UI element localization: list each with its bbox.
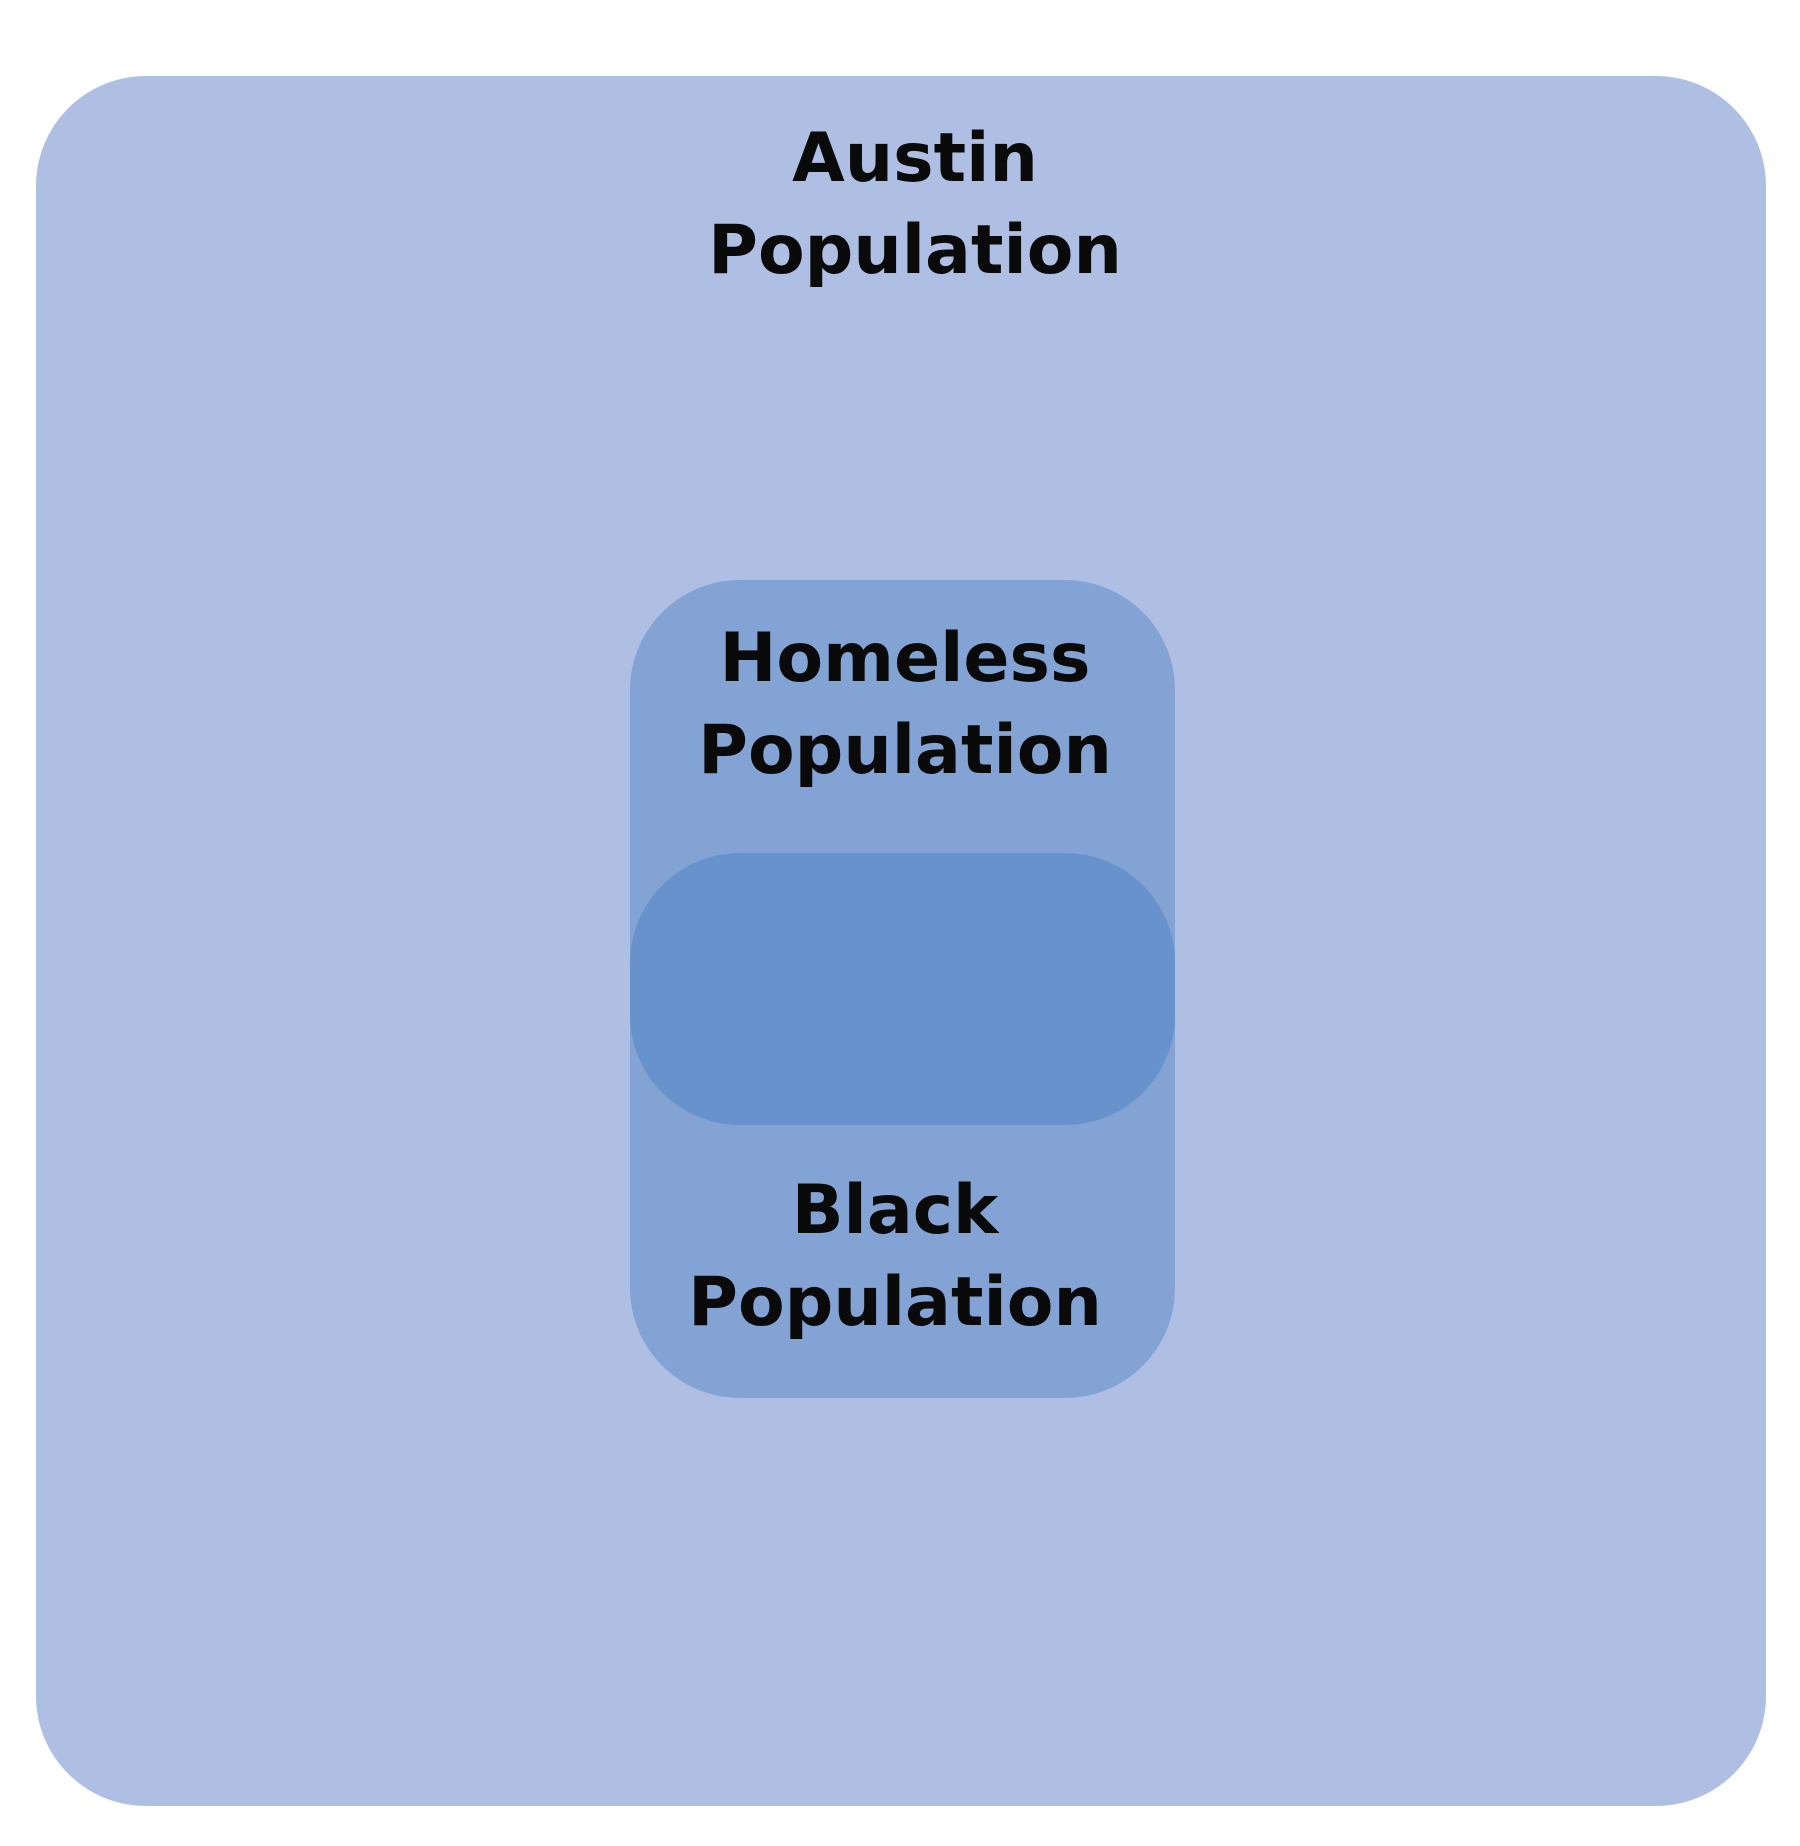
overlap-region [630, 853, 1175, 1125]
black-label-line-1: Black [791, 1171, 999, 1250]
austin-label-line-1: Austin [792, 119, 1038, 198]
austin-label-line-2: Population [708, 211, 1122, 290]
austin-population-label: Austin Population [600, 113, 1230, 297]
black-population-label: Black Population [580, 1165, 1210, 1349]
homeless-population-label: Homeless Population [590, 613, 1220, 797]
black-label-line-2: Population [688, 1263, 1102, 1342]
homeless-label-line-1: Homeless [719, 619, 1091, 698]
homeless-label-line-2: Population [698, 711, 1112, 790]
